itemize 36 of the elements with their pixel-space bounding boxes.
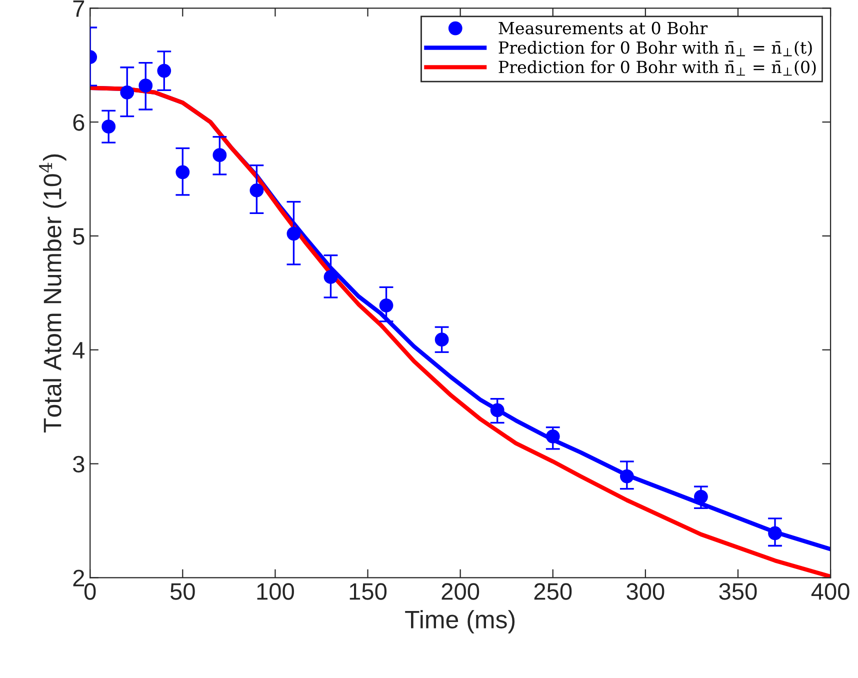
point	[102, 120, 116, 134]
x-axis-title: Time (ms)	[405, 610, 515, 634]
point	[176, 165, 190, 180]
y-tick-label: 2	[73, 570, 84, 586]
point	[546, 429, 560, 444]
x-tick-label: 300	[626, 583, 664, 600]
point	[379, 298, 394, 312]
x-tick-label: 200	[442, 583, 480, 600]
point	[768, 526, 782, 540]
point	[138, 78, 153, 93]
x-tick-label: 250	[534, 583, 572, 600]
x-tick-label: 100	[257, 583, 294, 600]
x-tick-label: 0	[84, 583, 96, 600]
y-tick-label: 5	[73, 228, 84, 245]
y-tick-label: 4	[72, 342, 85, 358]
point	[434, 332, 449, 347]
x-tick-label: 400	[811, 583, 850, 600]
y-axis-title: Total Atom Number (10$^{4}$)	[39, 154, 66, 432]
point	[490, 403, 504, 418]
x-tick-label: 350	[719, 583, 757, 600]
y-tick-label: 6	[73, 114, 84, 131]
legend-label: Prediction for 0 Bohr with n̄$_{⊥}$ = n̄$_{⊥}$(t)	[498, 40, 812, 56]
point	[250, 183, 264, 198]
point	[120, 85, 134, 100]
x-tick-label: 150	[350, 583, 387, 600]
point	[694, 490, 708, 504]
point	[212, 148, 227, 162]
x-tick-label: 50	[170, 583, 195, 600]
y-tick-label: 7	[73, 0, 84, 17]
point	[157, 64, 172, 78]
y-tick-label: 3	[73, 456, 84, 473]
point	[286, 226, 301, 241]
legend-label: Prediction for 0 Bohr with n̄$_{⊥}$ = n̄$_{⊥}$(0)	[498, 60, 816, 76]
point	[324, 270, 338, 284]
point	[620, 469, 634, 484]
legend-label: Measurements at 0 Bohr	[498, 21, 708, 34]
